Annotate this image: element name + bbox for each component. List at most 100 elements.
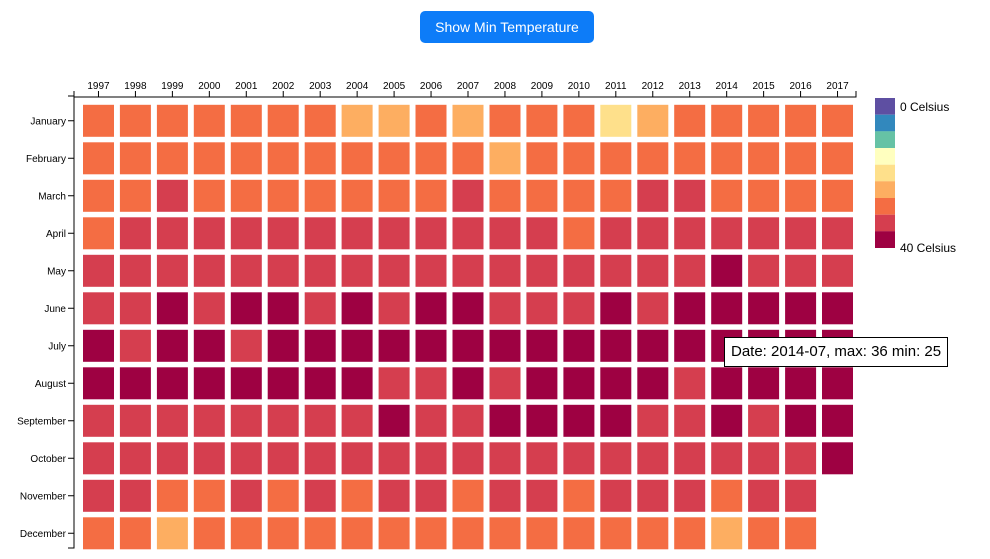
heatmap-cell[interactable]	[822, 142, 853, 175]
heatmap-cell[interactable]	[563, 179, 595, 212]
heatmap-cell[interactable]	[230, 142, 262, 175]
heatmap-cell[interactable]	[452, 179, 484, 212]
heatmap-cell[interactable]	[526, 329, 558, 362]
heatmap-cell[interactable]	[711, 479, 743, 512]
heatmap-cell[interactable]	[785, 479, 817, 512]
heatmap-cell[interactable]	[526, 142, 558, 175]
heatmap-cell[interactable]	[230, 217, 262, 250]
heatmap-cell[interactable]	[563, 142, 595, 175]
heatmap-cell[interactable]	[415, 517, 447, 550]
heatmap-cell[interactable]	[711, 254, 743, 287]
heatmap-cell[interactable]	[230, 104, 262, 137]
heatmap-cell[interactable]	[341, 442, 373, 475]
heatmap-cell[interactable]	[489, 479, 521, 512]
heatmap-cell[interactable]	[489, 442, 521, 475]
heatmap-cell[interactable]	[785, 367, 817, 400]
heatmap-cell[interactable]	[785, 142, 817, 175]
heatmap-cell[interactable]	[489, 404, 521, 437]
heatmap-cell[interactable]	[526, 179, 558, 212]
heatmap-cell[interactable]	[156, 479, 188, 512]
heatmap-cell[interactable]	[230, 479, 262, 512]
heatmap-cell[interactable]	[83, 367, 114, 400]
heatmap-cell[interactable]	[230, 254, 262, 287]
heatmap-cell[interactable]	[415, 142, 447, 175]
heatmap-cell[interactable]	[378, 404, 410, 437]
heatmap-cell[interactable]	[415, 329, 447, 362]
heatmap-cell[interactable]	[156, 292, 188, 325]
heatmap-cell[interactable]	[341, 329, 373, 362]
heatmap-cell[interactable]	[378, 217, 410, 250]
heatmap-cell[interactable]	[748, 292, 780, 325]
heatmap-cell[interactable]	[711, 442, 743, 475]
heatmap-cell[interactable]	[600, 292, 632, 325]
heatmap-cell[interactable]	[637, 142, 669, 175]
heatmap-cell[interactable]	[304, 179, 336, 212]
heatmap-cell[interactable]	[304, 442, 336, 475]
heatmap-cell[interactable]	[563, 254, 595, 287]
heatmap-cell[interactable]	[304, 104, 336, 137]
heatmap-cell[interactable]	[415, 104, 447, 137]
heatmap-cell[interactable]	[822, 217, 853, 250]
heatmap-cell[interactable]	[193, 329, 225, 362]
heatmap-cell[interactable]	[822, 404, 853, 437]
heatmap-cell[interactable]	[711, 142, 743, 175]
heatmap-cell[interactable]	[341, 104, 373, 137]
heatmap-cell[interactable]	[600, 179, 632, 212]
heatmap-cell[interactable]	[83, 404, 114, 437]
heatmap-cell[interactable]	[378, 329, 410, 362]
heatmap-cell[interactable]	[526, 254, 558, 287]
heatmap-cell[interactable]	[600, 404, 632, 437]
heatmap-cell[interactable]	[156, 104, 188, 137]
heatmap-cell[interactable]	[230, 329, 262, 362]
heatmap-cell[interactable]	[119, 217, 151, 250]
heatmap-cell[interactable]	[637, 404, 669, 437]
heatmap-cell[interactable]	[304, 404, 336, 437]
heatmap-cell[interactable]	[304, 367, 336, 400]
heatmap-cell[interactable]	[415, 217, 447, 250]
heatmap-cell[interactable]	[341, 517, 373, 550]
heatmap-cell[interactable]	[193, 254, 225, 287]
heatmap-cell[interactable]	[489, 254, 521, 287]
heatmap-cell[interactable]	[526, 292, 558, 325]
heatmap-cell[interactable]	[785, 179, 817, 212]
heatmap-cell[interactable]	[230, 292, 262, 325]
heatmap-cell[interactable]	[193, 217, 225, 250]
heatmap-cell[interactable]	[119, 404, 151, 437]
heatmap-cell[interactable]	[378, 104, 410, 137]
heatmap-cell[interactable]	[267, 254, 299, 287]
heatmap-cell[interactable]	[785, 254, 817, 287]
heatmap-cell[interactable]	[341, 142, 373, 175]
heatmap-cell[interactable]	[526, 442, 558, 475]
heatmap-cell[interactable]	[119, 442, 151, 475]
heatmap-cell[interactable]	[415, 442, 447, 475]
heatmap-cell[interactable]	[378, 517, 410, 550]
heatmap-cell[interactable]	[230, 179, 262, 212]
heatmap-cell[interactable]	[267, 329, 299, 362]
heatmap-cell[interactable]	[637, 329, 669, 362]
heatmap-cell[interactable]	[748, 179, 780, 212]
heatmap-cell[interactable]	[489, 217, 521, 250]
heatmap-cell[interactable]	[230, 517, 262, 550]
heatmap-cell[interactable]	[600, 442, 632, 475]
heatmap-cell[interactable]	[674, 292, 706, 325]
heatmap-cell[interactable]	[341, 479, 373, 512]
heatmap-cell[interactable]	[785, 517, 817, 550]
heatmap-cell[interactable]	[230, 442, 262, 475]
heatmap-cell[interactable]	[748, 517, 780, 550]
heatmap-cell[interactable]	[83, 517, 114, 550]
heatmap-cell[interactable]	[304, 292, 336, 325]
heatmap-cell[interactable]	[83, 254, 114, 287]
heatmap-cell[interactable]	[563, 217, 595, 250]
heatmap-cell[interactable]	[119, 142, 151, 175]
heatmap-cell[interactable]	[341, 292, 373, 325]
heatmap-cell[interactable]	[452, 217, 484, 250]
heatmap-cell[interactable]	[156, 142, 188, 175]
heatmap-cell[interactable]	[674, 217, 706, 250]
heatmap-cell[interactable]	[563, 329, 595, 362]
heatmap-cell[interactable]	[193, 142, 225, 175]
heatmap-cell[interactable]	[785, 442, 817, 475]
heatmap-cell[interactable]	[267, 217, 299, 250]
heatmap-cell[interactable]	[600, 479, 632, 512]
heatmap-cell[interactable]	[378, 254, 410, 287]
heatmap-cell[interactable]	[452, 517, 484, 550]
